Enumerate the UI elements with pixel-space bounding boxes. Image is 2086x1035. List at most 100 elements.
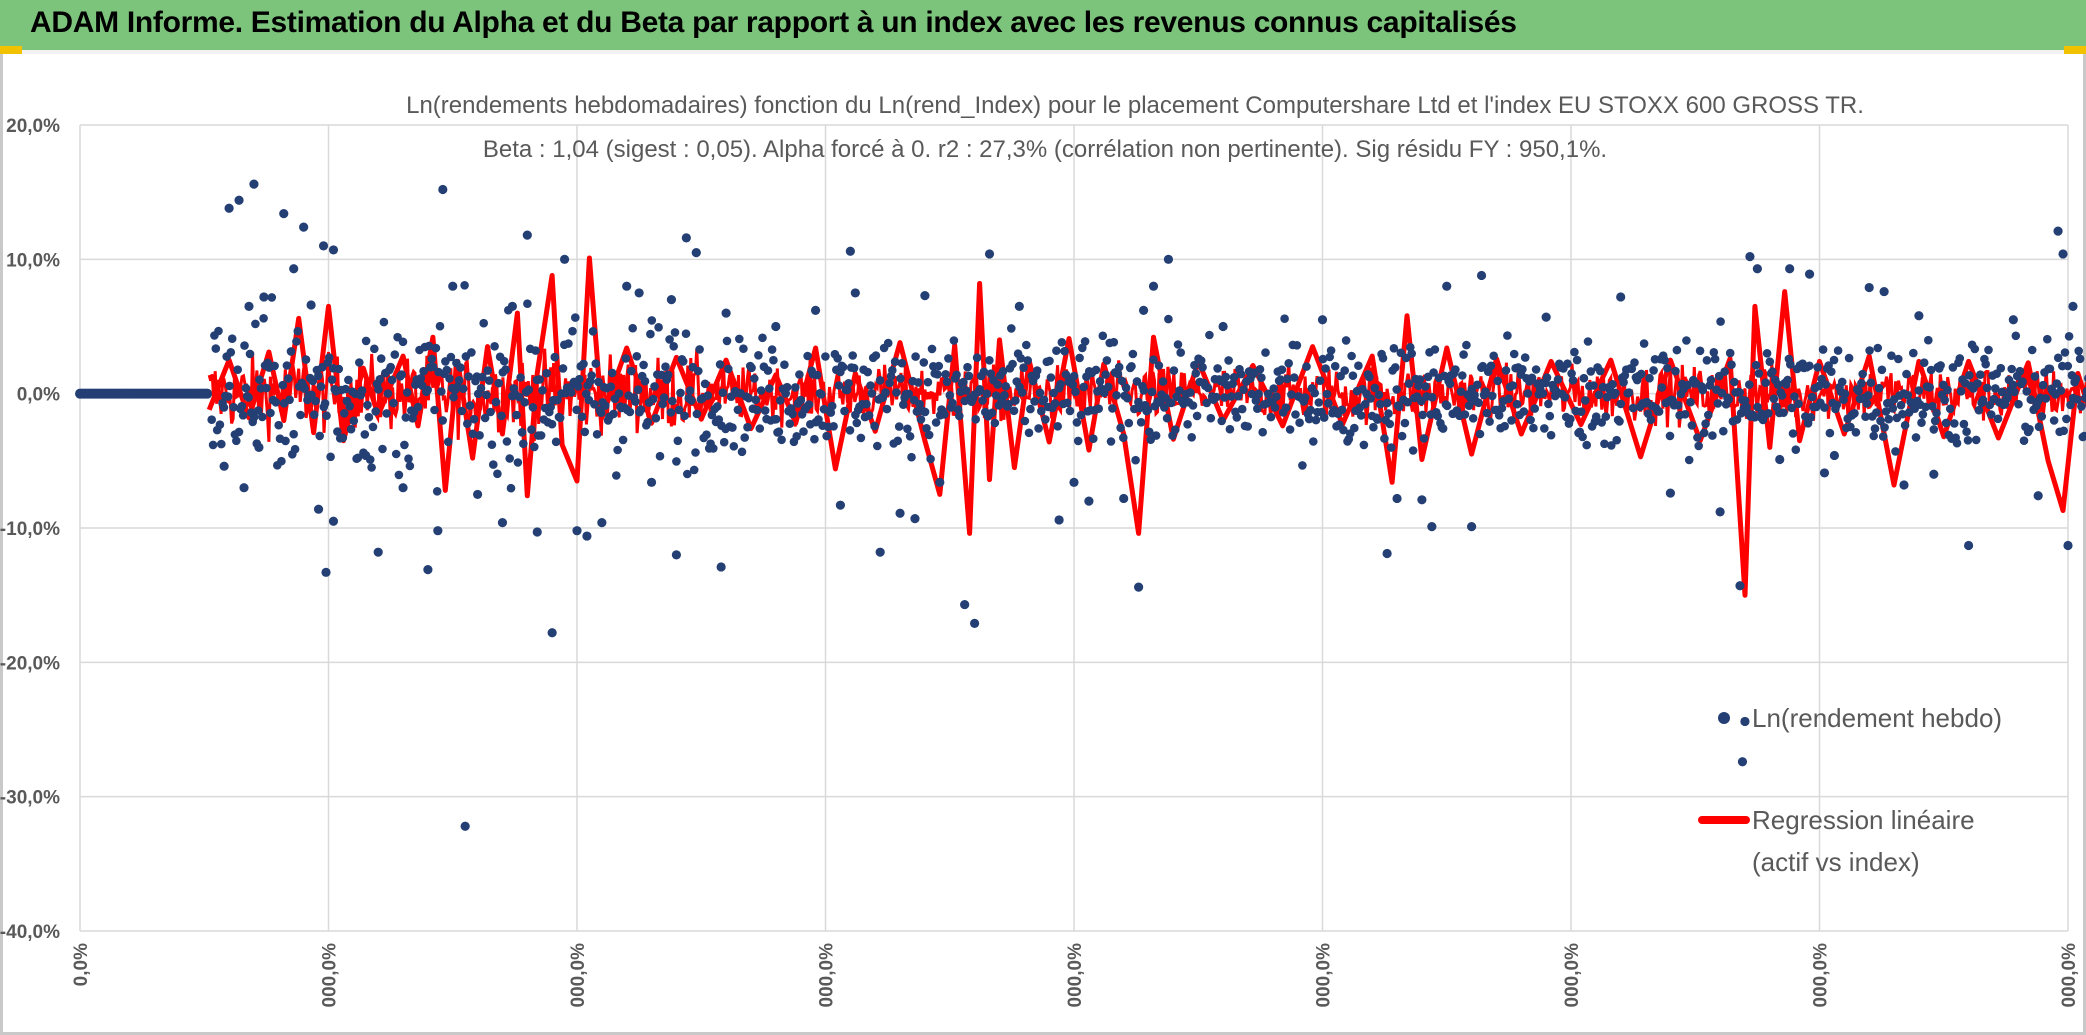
data-point bbox=[1102, 356, 1112, 365]
data-point bbox=[2011, 331, 2021, 341]
data-point bbox=[463, 419, 472, 429]
data-point bbox=[771, 321, 781, 332]
data-point bbox=[580, 427, 590, 437]
data-point bbox=[486, 407, 495, 417]
data-point bbox=[1474, 398, 1483, 408]
data-point bbox=[219, 403, 229, 412]
data-point bbox=[609, 409, 618, 419]
data-point bbox=[1280, 314, 1289, 324]
data-point bbox=[1397, 431, 1407, 441]
data-point bbox=[1408, 446, 1418, 455]
data-point bbox=[1959, 419, 1969, 429]
data-point bbox=[1965, 371, 1974, 380]
data-point bbox=[454, 376, 464, 385]
data-point bbox=[215, 420, 225, 430]
data-point bbox=[1073, 436, 1083, 446]
data-point bbox=[320, 399, 330, 408]
data-point bbox=[840, 406, 849, 416]
data-point bbox=[290, 444, 300, 454]
data-point bbox=[959, 377, 968, 387]
data-point bbox=[1745, 252, 1755, 262]
data-point bbox=[360, 430, 370, 439]
chart-subtitle: Beta : 1,04 (sigest : 0,05). Alpha forcé… bbox=[483, 136, 1607, 163]
data-point bbox=[1924, 335, 1933, 345]
data-point bbox=[316, 382, 326, 391]
data-point bbox=[666, 295, 677, 305]
data-point bbox=[324, 353, 334, 362]
data-point bbox=[376, 354, 386, 363]
data-point bbox=[566, 388, 576, 397]
data-point bbox=[1243, 422, 1252, 431]
data-point bbox=[1158, 377, 1168, 386]
data-point bbox=[1630, 358, 1639, 367]
data-point bbox=[282, 361, 292, 370]
legend-label-line: (actif vs index) bbox=[1752, 847, 1920, 877]
data-point bbox=[632, 352, 642, 361]
data-point bbox=[829, 422, 838, 431]
data-point bbox=[1143, 405, 1153, 415]
data-point bbox=[1191, 369, 1201, 378]
data-point bbox=[334, 364, 344, 374]
data-point bbox=[1221, 372, 1231, 382]
data-point bbox=[1206, 413, 1216, 423]
data-point bbox=[1616, 292, 1626, 302]
data-point bbox=[224, 203, 234, 213]
data-point bbox=[1276, 375, 1285, 384]
data-point bbox=[2064, 332, 2074, 341]
data-point bbox=[483, 366, 493, 375]
data-point bbox=[1229, 373, 1239, 382]
data-point bbox=[397, 370, 407, 379]
data-point bbox=[1131, 455, 1140, 465]
data-point bbox=[2043, 334, 2052, 344]
data-point bbox=[744, 393, 754, 403]
data-point bbox=[289, 429, 299, 439]
data-point bbox=[1854, 386, 1863, 396]
data-point bbox=[1213, 364, 1222, 373]
data-point bbox=[1321, 364, 1330, 373]
data-point bbox=[1538, 389, 1548, 398]
data-point bbox=[1350, 423, 1359, 433]
data-point bbox=[582, 531, 592, 541]
data-point bbox=[1929, 425, 1939, 434]
data-point bbox=[1462, 340, 1471, 350]
data-point bbox=[398, 337, 408, 347]
data-point bbox=[1106, 437, 1116, 446]
data-point bbox=[1119, 493, 1129, 504]
data-point bbox=[328, 516, 339, 526]
data-point bbox=[949, 336, 959, 345]
data-point bbox=[318, 241, 329, 251]
data-point bbox=[442, 365, 452, 375]
data-point bbox=[1891, 447, 1900, 456]
data-point bbox=[1619, 378, 1628, 387]
legend-label-line: Regression linéaire bbox=[1752, 805, 1975, 835]
data-point bbox=[353, 453, 363, 463]
data-point bbox=[479, 318, 489, 328]
data-point bbox=[1095, 377, 1105, 386]
data-point bbox=[835, 500, 846, 510]
x-tick-label: 000,0% bbox=[2059, 943, 2080, 1008]
data-point bbox=[1879, 286, 1889, 297]
data-point bbox=[1404, 379, 1414, 389]
data-point bbox=[1918, 410, 1928, 419]
data-point bbox=[810, 434, 819, 444]
data-point bbox=[2077, 402, 2086, 411]
data-point bbox=[982, 389, 991, 399]
data-point bbox=[1392, 493, 1402, 504]
data-point bbox=[771, 414, 781, 424]
data-point bbox=[709, 444, 718, 453]
data-point bbox=[1497, 403, 1507, 413]
data-point bbox=[1974, 405, 1984, 415]
data-point bbox=[1376, 399, 1385, 409]
data-point bbox=[2056, 386, 2066, 395]
data-point bbox=[1735, 581, 1745, 591]
data-point bbox=[568, 326, 577, 336]
data-point bbox=[1581, 396, 1590, 405]
data-point bbox=[1225, 424, 1235, 434]
data-point bbox=[1190, 360, 1199, 370]
data-point bbox=[1039, 395, 1049, 405]
data-point bbox=[1546, 430, 1556, 440]
data-point bbox=[579, 359, 588, 369]
data-point bbox=[716, 562, 726, 572]
data-point bbox=[1192, 411, 1202, 421]
data-point bbox=[1657, 383, 1667, 392]
